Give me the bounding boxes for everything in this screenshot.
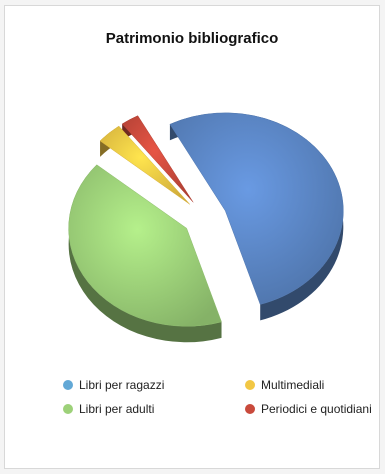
legend-swatch [63,380,73,390]
legend-swatch [245,404,255,414]
legend-item-periodici-e-quotidiani: Periodici e quotidiani [245,402,372,416]
pie-slice-libri-per-ragazzi [169,112,344,305]
legend-label: Multimediali [261,378,325,392]
legend-label: Libri per adulti [79,402,155,416]
pie-slice-multimediali [99,125,191,205]
legend-item-multimediali: Multimediali [245,378,324,392]
legend-label: Periodici e quotidiani [261,402,372,416]
pie-chart [68,112,344,343]
legend-item-libri-per-adulti: Libri per adulti [63,402,154,416]
legend-item-libri-per-ragazzi: Libri per ragazzi [63,378,164,392]
chart-card: Patrimonio bibliografico Libri per ragaz… [4,5,380,469]
legend-swatch [63,404,73,414]
pie-slice-periodici-e-quotidiani [121,115,194,203]
legend-swatch [245,380,255,390]
legend-label: Libri per ragazzi [79,378,165,392]
chart-title: Patrimonio bibliografico [105,30,279,47]
pie-slice-libri-per-adulti [68,164,222,327]
